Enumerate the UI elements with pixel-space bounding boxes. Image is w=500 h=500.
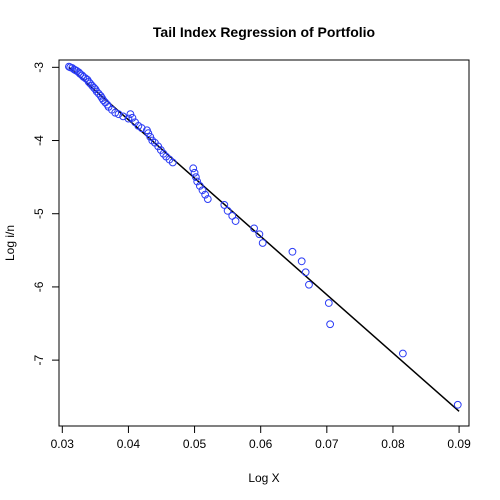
data-point	[190, 168, 199, 177]
data-point	[231, 217, 240, 225]
data-point	[96, 91, 105, 100]
chart-title: Tail Index Regression of Portfolio	[153, 24, 375, 40]
data-point	[220, 201, 229, 209]
x-axis-label: Log X	[248, 471, 279, 485]
data-point	[250, 224, 258, 233]
data-point	[203, 195, 212, 203]
plot-frame	[58, 59, 470, 427]
x-tick-label: 0.03	[51, 437, 75, 451]
data-point	[126, 110, 135, 119]
data-point	[191, 173, 200, 182]
data-point	[198, 186, 207, 195]
y-tick-label: -5	[32, 208, 46, 219]
x-tick-label: 0.06	[249, 437, 273, 451]
data-point	[453, 400, 462, 409]
data-point	[148, 136, 157, 145]
x-tick-label: 0.05	[183, 437, 207, 451]
data-point	[301, 268, 310, 277]
data-point	[258, 239, 267, 247]
y-axis: -3 -4 -5 -6 -7	[32, 62, 59, 365]
x-tick-label: 0.09	[447, 437, 471, 451]
data-point	[195, 182, 204, 190]
data-point	[398, 349, 407, 358]
data-point	[114, 110, 123, 119]
data-point	[86, 79, 94, 88]
data-point	[193, 177, 202, 186]
data-point	[324, 299, 333, 307]
data-point	[326, 320, 335, 329]
data-point	[201, 190, 210, 199]
y-tick-label: -7	[32, 354, 46, 365]
data-point	[124, 114, 133, 123]
y-axis-label: Log i/n	[3, 225, 17, 261]
y-tick-label: -3	[32, 62, 46, 73]
y-tick-label: -4	[32, 135, 46, 146]
x-tick-label: 0.07	[315, 437, 339, 451]
data-point	[99, 96, 108, 105]
data-point	[305, 280, 313, 289]
data-point	[189, 164, 198, 173]
data-point	[128, 113, 137, 122]
data-point	[255, 230, 264, 239]
data-point	[168, 158, 177, 167]
data-points	[65, 62, 462, 409]
data-point	[288, 247, 297, 256]
y-tick-label: -6	[32, 281, 46, 292]
data-point	[223, 206, 232, 215]
data-point	[146, 132, 155, 141]
x-axis: 0.03 0.04 0.05 0.06 0.07 0.08 0.09	[51, 426, 471, 451]
data-point	[297, 257, 306, 266]
x-tick-label: 0.04	[117, 437, 141, 451]
x-tick-label: 0.08	[381, 437, 405, 451]
data-point	[119, 112, 128, 121]
data-point	[92, 87, 101, 96]
data-point	[103, 100, 112, 109]
data-point	[144, 129, 153, 138]
data-point	[137, 124, 146, 132]
